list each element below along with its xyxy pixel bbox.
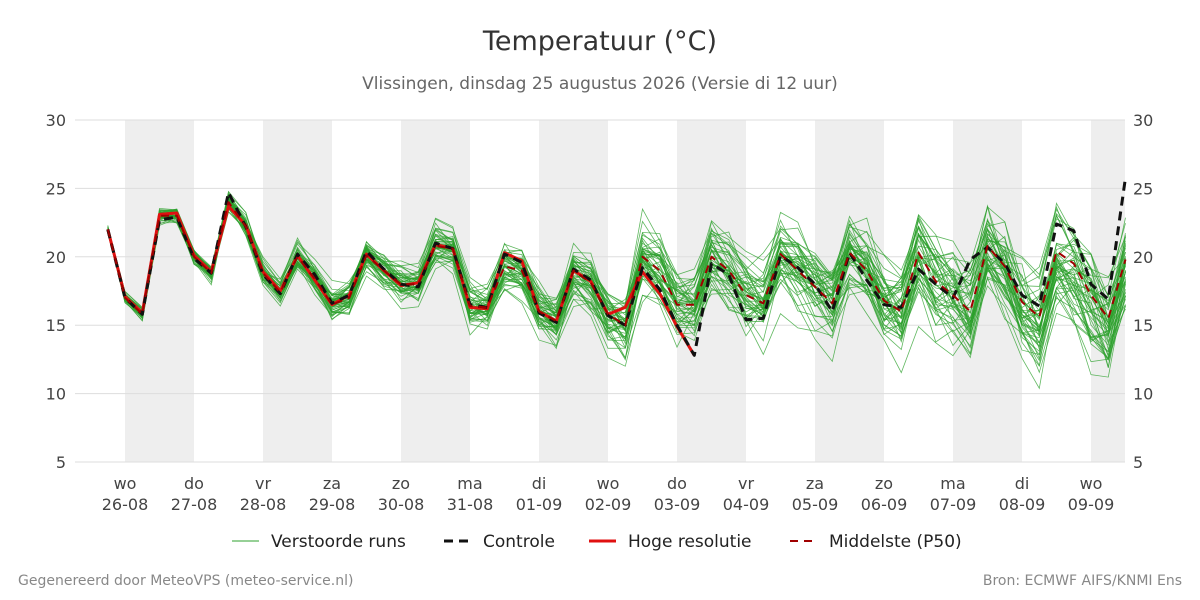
x-tick-date: 07-09 [930, 495, 977, 514]
x-tick-day: za [806, 474, 824, 493]
x-tick-date: 27-08 [171, 495, 218, 514]
y-tick-label: 15 [46, 316, 66, 335]
x-tick-date: 05-09 [792, 495, 839, 514]
ensemble-run-line [107, 197, 1126, 361]
x-tick-day: ma [940, 474, 965, 493]
x-tick-day: zo [875, 474, 893, 493]
y-tick-label: 10 [46, 385, 66, 404]
x-tick-day: do [184, 474, 204, 493]
x-tick-day: di [532, 474, 547, 493]
legend-label-median: Middelste (P50) [829, 532, 962, 552]
ensemble-run-line [107, 203, 1126, 349]
x-tick-day: zo [392, 474, 410, 493]
y-tick-label: 30 [46, 111, 66, 130]
y-tick-label: 20 [1133, 248, 1153, 267]
x-tick-day: ma [457, 474, 482, 493]
x-axis: wo 26-08 do 27-08 vr 28-08 za 29-08 zo 30-08 ma 31-… [102, 474, 1115, 514]
x-tick-date: 03-09 [654, 495, 701, 514]
y-tick-label: 30 [1133, 111, 1153, 130]
y-tick-label: 20 [46, 248, 66, 267]
x-tick-day: di [1015, 474, 1030, 493]
x-tick-date: 31-08 [447, 495, 494, 514]
footer-source: Bron: ECMWF AIFS/KNMI Ens [983, 573, 1182, 589]
x-tick-day: do [667, 474, 687, 493]
x-tick-day: wo [1080, 474, 1103, 493]
main-series [106, 177, 1127, 357]
x-tick-day: wo [597, 474, 620, 493]
legend-label-high_res: Hoge resolutie [628, 532, 752, 552]
x-tick-date: 06-09 [861, 495, 908, 514]
day-band [125, 120, 194, 462]
x-tick-date: 26-08 [102, 495, 149, 514]
ensemble-run-line [107, 200, 1126, 356]
y-axis-left: 5 10 15 20 25 30 [46, 111, 66, 472]
y-axis-right: 5 10 15 20 25 30 [1133, 111, 1153, 472]
x-tick-date: 02-09 [585, 495, 632, 514]
legend-label-control: Controle [483, 532, 555, 552]
y-tick-label: 5 [1133, 453, 1143, 472]
x-tick-date: 08-09 [999, 495, 1046, 514]
footer-generated: Gegenereerd door MeteoVPS (meteo-service… [18, 573, 353, 589]
x-tick-day: vr [738, 474, 754, 493]
x-tick-day: za [323, 474, 341, 493]
ensemble-run-line [107, 202, 1126, 331]
chart-subtitle: Vlissingen, dinsdag 25 augustus 2026 (Ve… [362, 74, 838, 94]
y-tick-label: 15 [1133, 316, 1153, 335]
y-tick-label: 10 [1133, 385, 1153, 404]
legend-label-ensemble: Verstoorde runs [271, 532, 406, 552]
x-tick-date: 29-08 [309, 495, 356, 514]
x-tick-date: 01-09 [516, 495, 563, 514]
x-tick-date: 04-09 [723, 495, 770, 514]
x-tick-date: 09-09 [1068, 495, 1115, 514]
chart-title: Temperatuur (°C) [482, 26, 717, 57]
y-tick-label: 25 [46, 179, 66, 198]
ensemble-run-line [107, 199, 1126, 345]
y-tick-label: 25 [1133, 179, 1153, 198]
median-line [106, 201, 1127, 327]
y-tick-label: 5 [56, 453, 66, 472]
legend: Verstoorde runs Controle Hoge resolutie Mid… [232, 532, 962, 552]
x-tick-date: 28-08 [240, 495, 287, 514]
x-tick-day: wo [114, 474, 137, 493]
ensemble-run-line [107, 205, 1126, 362]
x-tick-date: 30-08 [378, 495, 425, 514]
grid-lines [75, 119, 1125, 463]
x-tick-day: vr [255, 474, 271, 493]
